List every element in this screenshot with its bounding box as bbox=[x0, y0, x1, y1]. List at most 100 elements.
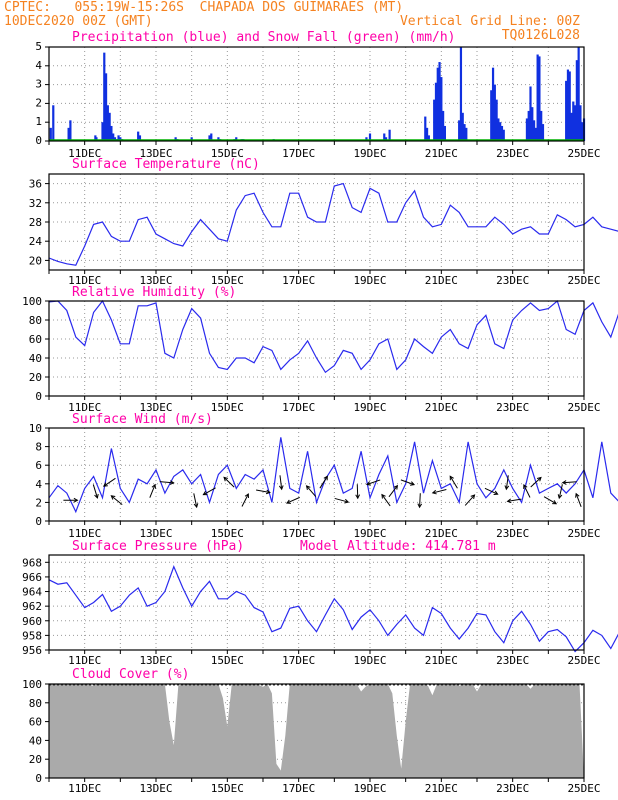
wind-arrow-head bbox=[244, 493, 249, 499]
humidity-ytick-label: 40 bbox=[29, 352, 42, 365]
precip-bar bbox=[108, 112, 111, 141]
precip-xtick-label: 23DEC bbox=[496, 147, 529, 160]
precip-bar bbox=[500, 125, 504, 141]
wind-arrow bbox=[203, 487, 216, 496]
wind-arrow bbox=[400, 479, 415, 486]
humidity-frame bbox=[48, 300, 585, 397]
precip-xtick-label: 13DEC bbox=[139, 147, 172, 160]
precip-bar bbox=[568, 71, 571, 141]
wind-arrow bbox=[366, 479, 381, 485]
precip-bar bbox=[368, 133, 372, 141]
wind-xtick-label: 25DEC bbox=[567, 527, 600, 540]
wind-arrow bbox=[558, 484, 563, 499]
precip-bar bbox=[541, 124, 545, 141]
precip-xtick-label: 19DEC bbox=[353, 147, 386, 160]
precip-bar bbox=[210, 133, 213, 141]
precip-bar bbox=[573, 105, 577, 141]
humidity-xtick-label: 15DEC bbox=[211, 401, 244, 414]
precip-bar bbox=[427, 135, 430, 141]
precip-bar bbox=[499, 122, 502, 141]
wind-arrow-head bbox=[285, 499, 291, 504]
pressure-ytick-label: 962 bbox=[22, 600, 42, 613]
precip-bar bbox=[581, 122, 584, 141]
precip-bar bbox=[458, 120, 461, 141]
wind-arrow bbox=[306, 485, 317, 497]
precip-bar bbox=[95, 137, 98, 141]
cloud-xtick-label: 11DEC bbox=[68, 782, 101, 795]
precip-ytick-label: 0 bbox=[35, 134, 42, 147]
pressure-xtick-label: 23DEC bbox=[496, 654, 529, 667]
precip-bar bbox=[433, 99, 436, 141]
wind-ytick-label: 10 bbox=[29, 422, 42, 435]
wind-arrow bbox=[381, 494, 391, 507]
wind-arrow bbox=[505, 475, 509, 490]
panel-wind: Surface Wind (m/s) 0 2 4 6 8 10 11DEC 13DEC 15DEC… bbox=[29, 412, 618, 540]
precip-bar bbox=[463, 124, 466, 141]
precip-frame bbox=[48, 46, 585, 142]
wind-arrow bbox=[92, 484, 98, 499]
wind-arrow-head bbox=[365, 481, 371, 486]
precip-bar bbox=[575, 60, 578, 141]
wind-arrow bbox=[223, 477, 235, 488]
precip-bar bbox=[442, 110, 445, 141]
wind-arrow-head bbox=[409, 481, 416, 486]
precip-bar bbox=[208, 135, 211, 141]
wind-arrow-head bbox=[223, 476, 229, 482]
wind-frame bbox=[48, 427, 585, 522]
cloud-ytick-label: 0 bbox=[35, 772, 42, 785]
wind-arrow-head bbox=[393, 484, 399, 490]
precip-bar bbox=[459, 47, 463, 141]
cloud-xtick-label: 15DEC bbox=[211, 782, 244, 795]
wind-arrow bbox=[256, 489, 270, 493]
wind-arrow-head bbox=[305, 485, 311, 490]
temperature-ytick-label: 20 bbox=[29, 254, 42, 267]
wind-xtick-label: 17DEC bbox=[282, 527, 315, 540]
precip-bar bbox=[235, 137, 238, 141]
pressure-ytick-label: 968 bbox=[22, 556, 42, 569]
humidity-ytick-label: 0 bbox=[35, 390, 42, 403]
wind-arrow bbox=[562, 481, 577, 484]
precip-bar bbox=[424, 116, 427, 141]
precip-bar bbox=[465, 127, 468, 141]
wind-arrow-head bbox=[344, 498, 350, 504]
precip-ytick-label: 3 bbox=[35, 78, 42, 91]
humidity-title: Relative Humidity (%) bbox=[72, 285, 236, 300]
wind-arrow-head bbox=[552, 500, 558, 505]
precip-bar bbox=[538, 56, 541, 141]
precip-bar bbox=[438, 62, 441, 141]
pressure-title: Surface Pressure (hPa) bbox=[72, 539, 244, 554]
precip-bar bbox=[110, 125, 113, 141]
precip-xtick-label: 11DEC bbox=[68, 147, 101, 160]
wind-arrow bbox=[575, 493, 582, 507]
precip-bar bbox=[534, 127, 537, 141]
precip-bar bbox=[527, 110, 530, 141]
wind-arrow-head bbox=[73, 497, 79, 503]
precip-bar bbox=[493, 84, 496, 141]
wind-arrow-head bbox=[193, 503, 199, 509]
precip-ytick-label: 2 bbox=[35, 96, 42, 109]
pressure-series-line bbox=[48, 565, 618, 653]
wind-arrow-head bbox=[355, 494, 361, 500]
cloud-ytick-label: 100 bbox=[22, 678, 42, 691]
temperature-xtick-label: 21DEC bbox=[425, 274, 458, 287]
cloud-xtick-label: 21DEC bbox=[425, 782, 458, 795]
cloud-xtick-label: 23DEC bbox=[496, 782, 529, 795]
wind-arrow-head bbox=[381, 493, 386, 499]
humidity-ytick-label: 100 bbox=[22, 295, 42, 308]
precip-bar bbox=[174, 137, 177, 141]
wind-arrow bbox=[149, 484, 156, 498]
precip-bar bbox=[101, 122, 104, 141]
wind-arrow bbox=[193, 493, 198, 508]
precip-bar bbox=[497, 118, 500, 141]
precip-bar bbox=[525, 118, 529, 141]
pressure-xtick-label: 13DEC bbox=[139, 654, 172, 667]
wind-arrow bbox=[432, 489, 447, 494]
cloud-xtick-label: 17DEC bbox=[282, 782, 315, 795]
wind-title: Surface Wind (m/s) bbox=[72, 412, 213, 427]
cloud-area bbox=[49, 684, 584, 778]
wind-arrow-head bbox=[575, 492, 580, 498]
wind-arrow-head bbox=[278, 485, 284, 491]
header-grid-note: Vertical Grid Line: 00Z bbox=[400, 14, 580, 29]
pressure-ytick-label: 960 bbox=[22, 615, 42, 628]
